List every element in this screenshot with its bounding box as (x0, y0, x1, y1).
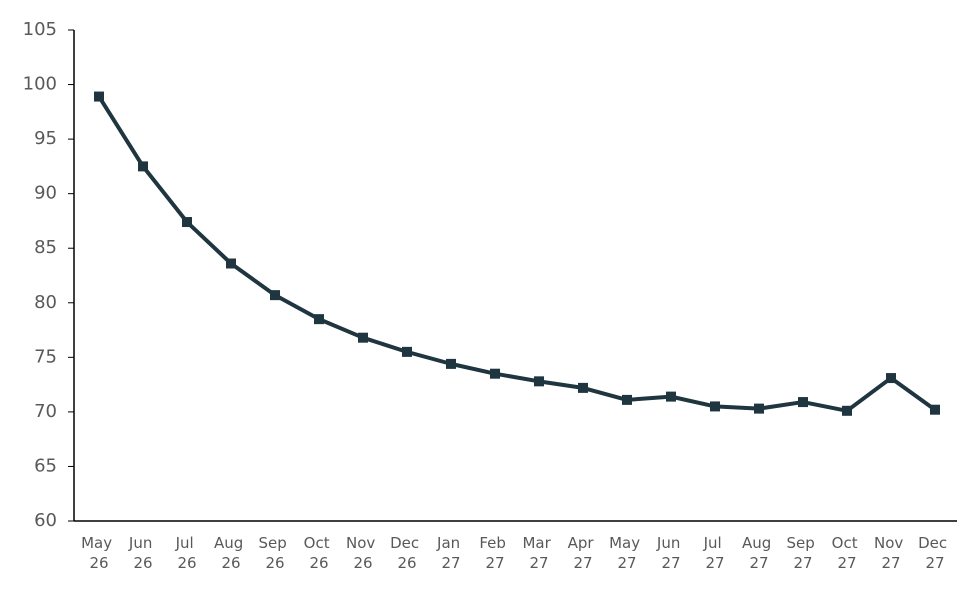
y-tick-label: 90 (34, 183, 57, 204)
x-tick-label: Aug 26 (214, 534, 248, 572)
x-tick-label: Sep 26 (258, 534, 291, 572)
x-tick-label: Jan 27 (436, 534, 465, 572)
x-tick-label: Apr 27 (568, 534, 599, 572)
x-tick-label: Jul 27 (703, 534, 727, 572)
x-tick-label: Oct 27 (832, 534, 863, 572)
marker (622, 394, 632, 405)
marker (842, 405, 852, 416)
marker (930, 404, 940, 415)
marker (798, 397, 808, 408)
x-tick-label: Feb 27 (479, 534, 510, 572)
marker (314, 314, 324, 325)
marker (446, 358, 456, 369)
x-tick-label: May 27 (609, 534, 645, 572)
marker (138, 161, 148, 172)
x-tick-label: Aug 27 (742, 534, 776, 572)
marker (94, 91, 104, 102)
x-tick-label: Dec 26 (390, 534, 424, 572)
marker (490, 368, 500, 379)
x-tick-label: Sep 27 (786, 534, 819, 572)
y-tick-label: 75 (34, 346, 57, 367)
marker (358, 332, 368, 343)
marker (182, 217, 192, 228)
marker (710, 401, 720, 412)
x-tick-label: Oct 26 (304, 534, 335, 572)
x-tick-label: Dec 27 (918, 534, 952, 572)
y-tick-label: 70 (34, 401, 57, 422)
x-tick-label: May 26 (81, 534, 117, 572)
x-tick-label: Nov 26 (346, 534, 380, 572)
y-tick-label: 65 (34, 455, 57, 476)
y-tick-label: 95 (34, 128, 57, 149)
marker (534, 376, 544, 387)
marker (402, 346, 412, 357)
line-series (97, 95, 937, 413)
x-tick-label: Nov 27 (874, 534, 908, 572)
marker (886, 373, 896, 384)
y-tick-label: 60 (34, 510, 57, 531)
marker (578, 382, 588, 393)
y-tick-label: 80 (34, 292, 57, 313)
y-tick-label: 85 (34, 237, 57, 258)
marker (226, 258, 236, 269)
y-tick-label: 100 (23, 74, 57, 95)
marker (666, 391, 676, 402)
x-tick-label: Mar 27 (522, 534, 555, 572)
marker (754, 403, 764, 414)
y-tick-label: 105 (23, 19, 57, 40)
x-tick-label: Jun 26 (128, 534, 157, 572)
x-tick-label: Jul 26 (175, 534, 199, 572)
x-tick-label: Jun 27 (656, 534, 685, 572)
marker (270, 290, 280, 301)
